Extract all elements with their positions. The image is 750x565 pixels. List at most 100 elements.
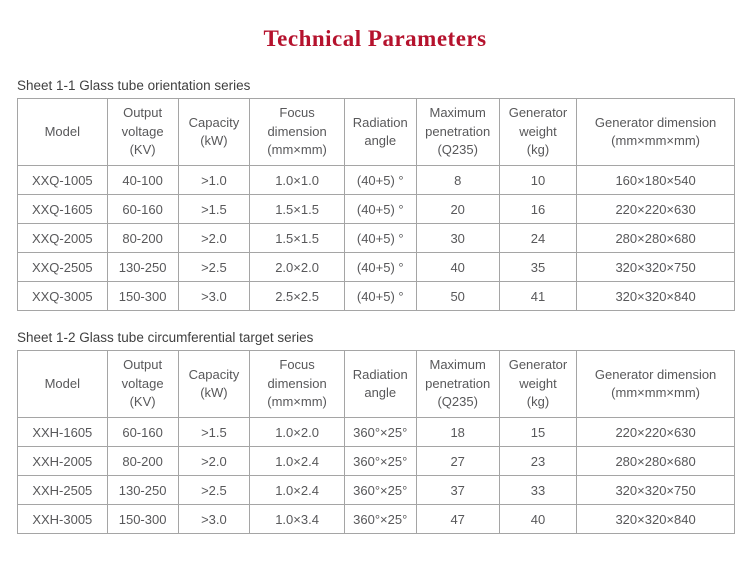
- table-cell: 24: [498, 223, 578, 253]
- table-cell: 160×180×540: [576, 165, 735, 195]
- table-cell: >3.0: [177, 504, 251, 534]
- column-header: Generator weight (kg): [498, 350, 578, 418]
- table-cell: 2.5×2.5: [249, 281, 345, 311]
- table-cell: 27: [415, 446, 500, 476]
- table-row: XXH-1605 60-160 >1.5 1.0×2.0 360°×25° 18 15 220…: [17, 417, 735, 447]
- table-cell: 360°×25°: [343, 504, 417, 534]
- table-cell: XXQ-2005: [17, 223, 108, 253]
- column-header: Radiation angle: [343, 98, 417, 166]
- table-cell: >1.5: [177, 417, 251, 447]
- table-cell: (40+5) °: [343, 281, 417, 311]
- header-row: Model Output voltage (KV) Capacity (kW) Focus d…: [17, 350, 735, 418]
- table-cell: 1.0×2.4: [249, 475, 345, 505]
- table-cell: XXQ-2505: [17, 252, 108, 282]
- table-cell: XXH-2005: [17, 446, 108, 476]
- table-row: XXH-2005 80-200 >2.0 1.0×2.4 360°×25° 27 23 280…: [17, 446, 735, 476]
- column-header: Capacity (kW): [177, 350, 251, 418]
- table-cell: 80-200: [106, 446, 179, 476]
- table-cell: 130-250: [106, 475, 179, 505]
- table-cell: 280×280×680: [576, 223, 735, 253]
- table-cell: 60-160: [106, 417, 179, 447]
- table-cell: 130-250: [106, 252, 179, 282]
- table-cell: 1.5×1.5: [249, 194, 345, 224]
- table-cell: >1.0: [177, 165, 251, 195]
- table-cell: 20: [415, 194, 500, 224]
- sheet-1-1-section: Sheet 1-1 Glass tube orientation series …: [0, 78, 750, 311]
- table-cell: 320×320×750: [576, 475, 735, 505]
- column-header: Maximum penetration (Q235): [415, 98, 500, 166]
- table-cell: 10: [498, 165, 578, 195]
- table-cell: 23: [498, 446, 578, 476]
- glass-tube-orientation-table: Model Output voltage (KV) Capacity (kW) Focus d…: [17, 98, 735, 311]
- column-header: Output voltage (KV): [106, 350, 179, 418]
- table-row: XXQ-3005 150-300 >3.0 2.5×2.5 (40+5) ° 50 41 32…: [17, 281, 735, 311]
- table-cell: >1.5: [177, 194, 251, 224]
- table-cell: 360°×25°: [343, 446, 417, 476]
- table-cell: 40-100: [106, 165, 179, 195]
- table-cell: XXH-3005: [17, 504, 108, 534]
- column-header: Radiation angle: [343, 350, 417, 418]
- table-cell: 2.0×2.0: [249, 252, 345, 282]
- table-cell: 50: [415, 281, 500, 311]
- table-cell: 320×320×840: [576, 504, 735, 534]
- table-cell: 16: [498, 194, 578, 224]
- table-row: XXQ-1005 40-100 >1.0 1.0×1.0 (40+5) ° 8 10 160×…: [17, 165, 735, 195]
- table-cell: 15: [498, 417, 578, 447]
- table-cell: 30: [415, 223, 500, 253]
- table-cell: 1.0×2.0: [249, 417, 345, 447]
- table-cell: 41: [498, 281, 578, 311]
- column-header: Generator weight (kg): [498, 98, 578, 166]
- table-cell: XXH-2505: [17, 475, 108, 505]
- page-title: Technical Parameters: [263, 26, 487, 51]
- table-cell: 33: [498, 475, 578, 505]
- table-cell: 280×280×680: [576, 446, 735, 476]
- sheet-1-2-label: Sheet 1-2 Glass tube circumferential tar…: [17, 330, 314, 345]
- table-cell: 150-300: [106, 504, 179, 534]
- table-cell: 40: [415, 252, 500, 282]
- table-cell: >2.5: [177, 475, 251, 505]
- table-cell: 360°×25°: [343, 417, 417, 447]
- column-header: Model: [17, 98, 108, 166]
- table-cell: 47: [415, 504, 500, 534]
- column-header: Model: [17, 350, 108, 418]
- table-cell: XXQ-1005: [17, 165, 108, 195]
- table-row: XXH-2505 130-250 >2.5 1.0×2.4 360°×25° 37 33 32…: [17, 475, 735, 505]
- column-header: Generator dimension (mm×mm×mm): [576, 350, 735, 418]
- table-cell: >2.0: [177, 223, 251, 253]
- column-header: Maximum penetration (Q235): [415, 350, 500, 418]
- table-row: XXQ-2005 80-200 >2.0 1.5×1.5 (40+5) ° 30 24 280…: [17, 223, 735, 253]
- table-row: XXH-3005 150-300 >3.0 1.0×3.4 360°×25° 47 40 32…: [17, 504, 735, 534]
- table-cell: 220×220×630: [576, 417, 735, 447]
- table-cell: (40+5) °: [343, 165, 417, 195]
- table-cell: 1.0×3.4: [249, 504, 345, 534]
- table-cell: 18: [415, 417, 500, 447]
- sheet-1-1-label: Sheet 1-1 Glass tube orientation series: [17, 78, 251, 93]
- table-cell: >2.5: [177, 252, 251, 282]
- table-cell: XXQ-1605: [17, 194, 108, 224]
- technical-parameters-page: Technical Parameters Sheet 1-1 Glass tub…: [0, 26, 750, 534]
- table-cell: XXQ-3005: [17, 281, 108, 311]
- column-header: Focus dimension (mm×mm): [249, 98, 345, 166]
- table-cell: 37: [415, 475, 500, 505]
- table-cell: 1.0×1.0: [249, 165, 345, 195]
- header-row: Model Output voltage (KV) Capacity (kW) Focus d…: [17, 98, 735, 166]
- column-header: Output voltage (KV): [106, 98, 179, 166]
- table-cell: (40+5) °: [343, 252, 417, 282]
- table-cell: 360°×25°: [343, 475, 417, 505]
- table-cell: 1.5×1.5: [249, 223, 345, 253]
- glass-tube-circumferential-target-table: Model Output voltage (KV) Capacity (kW) Focus d…: [17, 350, 735, 534]
- table-cell: 1.0×2.4: [249, 446, 345, 476]
- table-cell: 8: [415, 165, 500, 195]
- table-row: XXQ-2505 130-250 >2.5 2.0×2.0 (40+5) ° 40 35 32…: [17, 252, 735, 282]
- table-cell: >2.0: [177, 446, 251, 476]
- column-header: Capacity (kW): [177, 98, 251, 166]
- table-row: XXQ-1605 60-160 >1.5 1.5×1.5 (40+5) ° 20 16 220…: [17, 194, 735, 224]
- column-header: Focus dimension (mm×mm): [249, 350, 345, 418]
- column-header: Generator dimension (mm×mm×mm): [576, 98, 735, 166]
- table-cell: >3.0: [177, 281, 251, 311]
- sheet-1-2-section: Sheet 1-2 Glass tube circumferential tar…: [0, 330, 750, 534]
- table-cell: 35: [498, 252, 578, 282]
- table-cell: 40: [498, 504, 578, 534]
- table-cell: 320×320×840: [576, 281, 735, 311]
- table-cell: (40+5) °: [343, 194, 417, 224]
